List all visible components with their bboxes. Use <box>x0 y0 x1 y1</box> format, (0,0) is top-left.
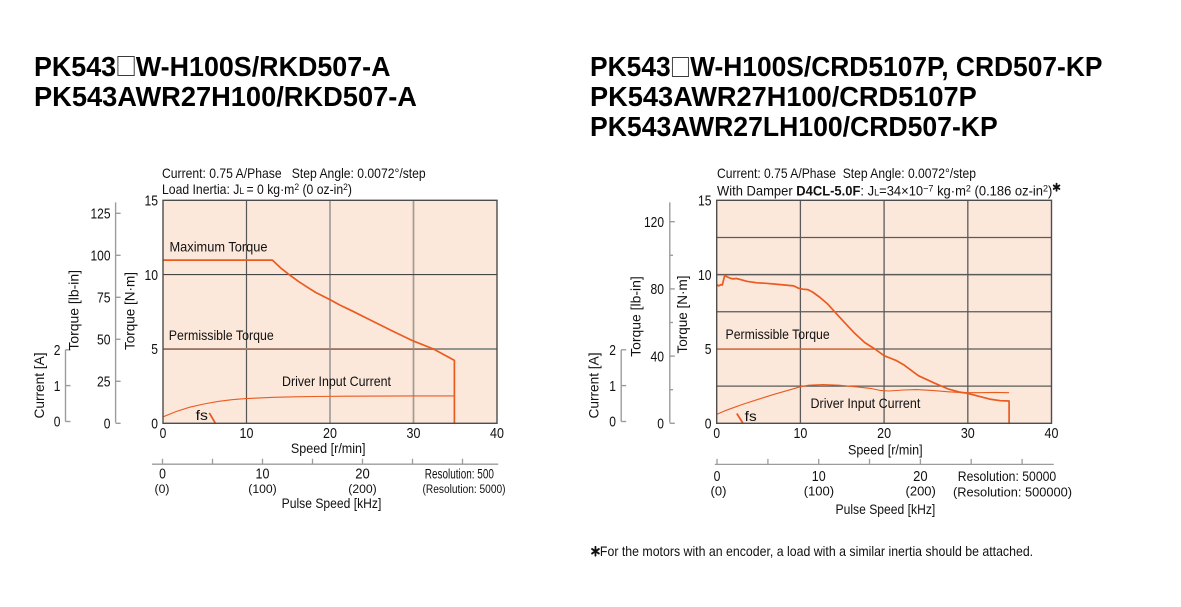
svg-text:20: 20 <box>355 467 370 483</box>
svg-text:0: 0 <box>609 415 616 431</box>
svg-text:0: 0 <box>160 426 167 442</box>
svg-text:125: 125 <box>91 207 111 223</box>
svg-text:Torque [lb-in]: Torque [lb-in] <box>629 276 644 357</box>
svg-text:1: 1 <box>609 379 616 395</box>
svg-text:1: 1 <box>54 379 61 395</box>
svg-text:(100): (100) <box>248 482 276 496</box>
svg-text:10: 10 <box>698 268 712 284</box>
svg-text:(200): (200) <box>348 482 376 496</box>
svg-text:0: 0 <box>104 417 111 433</box>
svg-text:5: 5 <box>151 342 158 358</box>
svg-text:Resolution: 50000: Resolution: 50000 <box>958 468 1057 484</box>
svg-text:0: 0 <box>151 417 158 433</box>
svg-text:40: 40 <box>651 349 665 365</box>
svg-text:Driver Input Current: Driver Input Current <box>811 396 921 411</box>
svg-text:75: 75 <box>97 291 111 307</box>
svg-text:5: 5 <box>705 342 712 358</box>
svg-text:20: 20 <box>877 426 891 442</box>
svg-text:40: 40 <box>1045 426 1059 442</box>
svg-text:10: 10 <box>240 426 254 442</box>
svg-text:(0): (0) <box>155 482 170 496</box>
svg-text:0: 0 <box>54 415 61 431</box>
svg-text:40: 40 <box>490 426 504 442</box>
svg-text:10: 10 <box>812 469 826 485</box>
svg-text:100: 100 <box>91 249 111 265</box>
svg-text:Resolution: 500: Resolution: 500 <box>425 467 494 482</box>
svg-text:15: 15 <box>145 194 159 210</box>
svg-text:Speed [r/min]: Speed [r/min] <box>291 441 366 456</box>
svg-text:fs: fs <box>196 408 208 423</box>
svg-text:10: 10 <box>793 426 807 442</box>
svg-text:30: 30 <box>961 426 975 442</box>
svg-text:0: 0 <box>705 417 712 433</box>
svg-text:(100): (100) <box>804 484 834 499</box>
svg-text:15: 15 <box>698 194 712 210</box>
svg-text:Current [A]: Current [A] <box>587 353 602 419</box>
svg-text:30: 30 <box>407 426 421 442</box>
svg-text:0: 0 <box>657 417 664 433</box>
svg-text:50: 50 <box>97 333 111 349</box>
svg-text:Permissible Torque: Permissible Torque <box>169 328 274 343</box>
svg-text:Torque [N·m]: Torque [N·m] <box>123 272 138 350</box>
svg-text:2: 2 <box>54 343 61 359</box>
svg-text:0: 0 <box>713 426 720 442</box>
svg-text:Driver Input Current: Driver Input Current <box>282 374 391 389</box>
svg-text:Pulse Speed [kHz]: Pulse Speed [kHz] <box>282 496 382 511</box>
svg-text:Maximum Torque: Maximum Torque <box>170 239 268 254</box>
svg-text:Speed [r/min]: Speed [r/min] <box>848 443 923 458</box>
svg-text:25: 25 <box>97 375 111 391</box>
svg-text:0: 0 <box>714 469 721 485</box>
svg-text:20: 20 <box>913 469 928 485</box>
svg-text:120: 120 <box>644 215 664 231</box>
svg-text:(Resolution: 500000): (Resolution: 500000) <box>953 485 1072 500</box>
svg-text:20: 20 <box>323 426 337 442</box>
svg-text:10: 10 <box>256 467 270 483</box>
svg-text:Torque [N·m]: Torque [N·m] <box>675 276 690 354</box>
svg-text:Torque [lb-in]: Torque [lb-in] <box>67 270 82 351</box>
svg-text:fs: fs <box>745 409 757 424</box>
svg-text:(0): (0) <box>711 484 727 499</box>
svg-text:(200): (200) <box>906 484 936 499</box>
svg-text:Permissible Torque: Permissible Torque <box>726 327 830 342</box>
svg-text:Pulse Speed [kHz]: Pulse Speed [kHz] <box>836 502 936 517</box>
svg-text:80: 80 <box>651 282 665 298</box>
svg-text:Current [A]: Current [A] <box>32 353 47 419</box>
svg-text:10: 10 <box>145 268 159 284</box>
svg-text:2: 2 <box>609 343 616 359</box>
svg-text:(Resolution: 5000): (Resolution: 5000) <box>423 482 506 496</box>
svg-text:0: 0 <box>159 467 166 483</box>
